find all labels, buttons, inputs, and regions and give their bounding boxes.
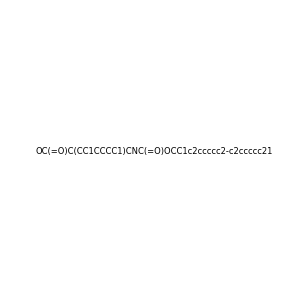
Text: OC(=O)C(CC1CCCC1)CNC(=O)OCC1c2ccccc2-c2ccccc21: OC(=O)C(CC1CCCC1)CNC(=O)OCC1c2ccccc2-c2c… (35, 147, 272, 156)
